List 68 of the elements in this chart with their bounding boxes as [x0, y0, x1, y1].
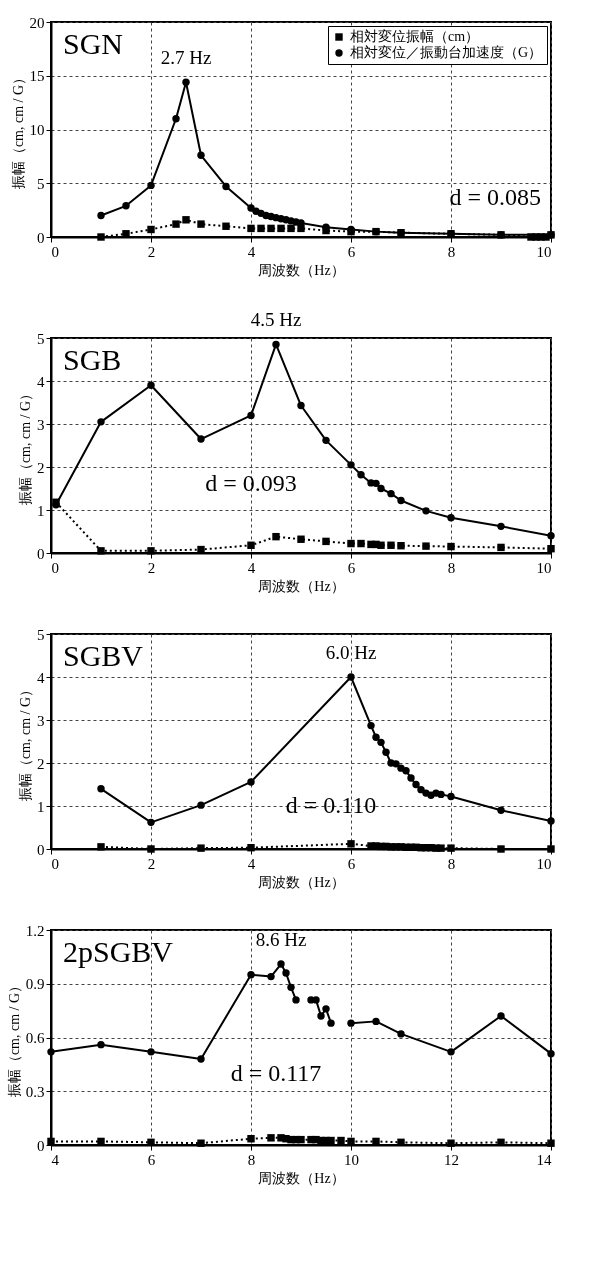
y-tick-label: 3: [37, 712, 45, 729]
y-tick-label: 3: [37, 416, 45, 433]
y-axis-title: 振幅（cm, cm / G）: [18, 386, 33, 506]
annotation: 2.7 Hz: [160, 47, 212, 69]
x-tick-label: 4: [247, 855, 256, 872]
y-tick-label: 5: [37, 626, 45, 643]
x-tick-label: 4: [247, 559, 256, 576]
x-axis-title: 周波数（Hz）: [258, 1170, 345, 1186]
y-tick-label: 15: [29, 68, 45, 85]
x-axis-title: 周波数（Hz）: [258, 578, 345, 594]
y-tick-label: 0.3: [25, 1083, 45, 1100]
x-tick-label: 10: [536, 559, 552, 576]
x-tick-label: 6: [347, 559, 356, 576]
chart-title: SGN: [63, 27, 124, 60]
annotation: d = 0.110: [285, 792, 377, 818]
y-tick-label: 4: [37, 373, 45, 390]
x-tick-label: 2: [147, 559, 156, 576]
x-tick-label: 6: [147, 1151, 156, 1168]
y-tick-label: 4: [37, 669, 45, 686]
annotation: d = 0.117: [230, 1060, 322, 1087]
annotation: 6.0 Hz: [325, 642, 377, 663]
y-tick-label: 20: [29, 14, 45, 31]
y-tick-label: 2: [37, 755, 45, 772]
x-tick-label: 0: [51, 855, 59, 872]
y-tick-label: 0: [37, 1137, 45, 1154]
x-tick-label: 4: [51, 1151, 60, 1168]
annotation: 8.6 Hz: [255, 929, 307, 951]
x-tick-label: 8: [447, 559, 456, 576]
y-tick-label: 2: [37, 459, 45, 476]
x-tick-label: 10: [344, 1151, 359, 1168]
annotation: d = 0.085: [449, 184, 541, 211]
x-tick-label: 14: [536, 1151, 552, 1168]
x-axis-title: 周波数（Hz）: [258, 874, 345, 890]
y-tick-label: 0: [37, 841, 45, 858]
y-tick-label: 1: [37, 502, 45, 519]
y-tick-label: 1: [37, 798, 45, 815]
annotation: d = 0.093: [205, 470, 297, 497]
x-tick-label: 8: [447, 243, 456, 260]
y-tick-label: 0.6: [25, 1030, 45, 1046]
x-tick-label: 0: [51, 559, 59, 576]
y-axis-title: 振幅（cm, cm / G）: [6, 978, 22, 1098]
chart-title: SGBV: [63, 639, 144, 672]
y-tick-label: 0: [37, 229, 45, 246]
x-tick-label: 4: [247, 243, 256, 260]
x-tick-label: 10: [536, 243, 552, 260]
annotation: 4.5 Hz: [250, 309, 302, 331]
x-tick-label: 8: [447, 855, 456, 872]
y-axis-title: 振幅（cm, cm / G）: [18, 682, 33, 802]
x-tick-label: 2: [147, 243, 156, 260]
x-tick-label: 10: [536, 855, 552, 872]
y-tick-label: 0: [37, 545, 45, 562]
y-tick-label: 5: [37, 330, 45, 347]
y-tick-label: 10: [29, 122, 45, 138]
x-tick-label: 6: [347, 855, 356, 872]
x-tick-label: 0: [51, 243, 59, 260]
chart-title: 2pSGBV: [63, 935, 174, 968]
x-tick-label: 8: [247, 1151, 256, 1168]
y-axis-title: 振幅（cm, cm / G）: [10, 70, 26, 190]
legend-label: 相対変位振幅（cm）: [350, 29, 480, 44]
x-axis-title: 周波数（Hz）: [258, 262, 345, 278]
chart-title: SGB: [63, 343, 122, 376]
y-tick-label: 0.9: [25, 976, 45, 993]
y-tick-label: 1.2: [25, 922, 45, 939]
y-tick-label: 5: [37, 175, 45, 192]
legend-label: 相対変位／振動台加速度（G）: [350, 45, 543, 60]
x-tick-label: 6: [347, 243, 356, 260]
x-tick-label: 12: [444, 1151, 459, 1168]
x-tick-label: 2: [147, 855, 156, 872]
